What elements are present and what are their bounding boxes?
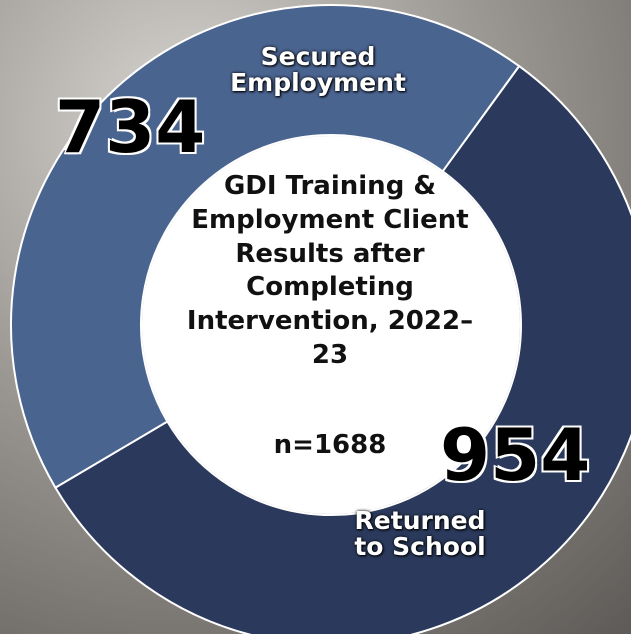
donut-hole xyxy=(142,136,520,514)
donut-segment xyxy=(10,4,521,489)
chart-subtitle: n=1688 xyxy=(273,430,387,460)
category-label: Secured Employment xyxy=(230,42,406,98)
value-label: 734 xyxy=(54,85,206,169)
donut-segment xyxy=(54,64,631,634)
category-label: Returned to School xyxy=(354,506,486,562)
value-label: 954 xyxy=(439,413,591,497)
chart-title: GDI Training & Employment Client Results… xyxy=(186,171,474,370)
